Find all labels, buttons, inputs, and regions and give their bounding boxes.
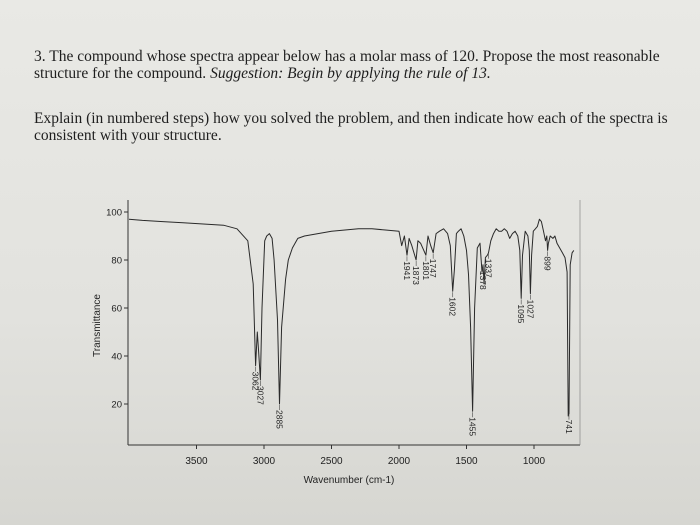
y-tick-label: 40 (111, 352, 122, 363)
peak-label: 1378 (478, 271, 488, 290)
peak-label: 899 (543, 256, 553, 270)
peak-label: 1337 (484, 259, 494, 278)
peak-label: 3062 (251, 372, 261, 391)
peak-label: 1027 (525, 300, 535, 319)
x-tick-label: 1000 (523, 456, 546, 467)
question-suggestion: Suggestion: Begin by applying the rule o… (210, 65, 491, 82)
question-paragraph-2: Explain (in numbered steps) how you solv… (34, 110, 668, 144)
peak-label: 1455 (468, 417, 478, 436)
y-tick-label: 100 (106, 208, 122, 219)
y-tick-label: 20 (111, 400, 122, 411)
y-tick-label: 80 (111, 256, 122, 267)
y-tick-label: 60 (111, 304, 122, 315)
peak-label: 1747 (428, 259, 438, 278)
peak-label: 1873 (411, 266, 421, 285)
peak-label: 1801 (421, 261, 431, 280)
x-tick-label: 1500 (455, 456, 478, 467)
peak-label: 3027 (255, 386, 265, 405)
question-number: 3. (34, 48, 46, 65)
y-axis-title: Transmittance (92, 294, 103, 357)
x-tick-label: 2500 (320, 456, 343, 467)
x-tick-label: 3500 (185, 456, 208, 467)
peak-label: 2885 (275, 410, 285, 429)
peak-label: 741 (564, 420, 574, 434)
question-text: The compound whose spectra appear below … (34, 48, 660, 82)
peak-label: 1941 (402, 261, 412, 280)
question-paragraph-1: 3. The compound whose spectra appear bel… (34, 48, 684, 82)
peak-label: 1602 (448, 297, 458, 316)
spectrum-line (128, 218, 575, 417)
x-axis-title: Wavenumber (cm-1) (304, 475, 395, 486)
x-tick-label: 3000 (253, 456, 276, 467)
x-tick-label: 2000 (388, 456, 411, 467)
peak-label: 1095 (516, 304, 526, 323)
